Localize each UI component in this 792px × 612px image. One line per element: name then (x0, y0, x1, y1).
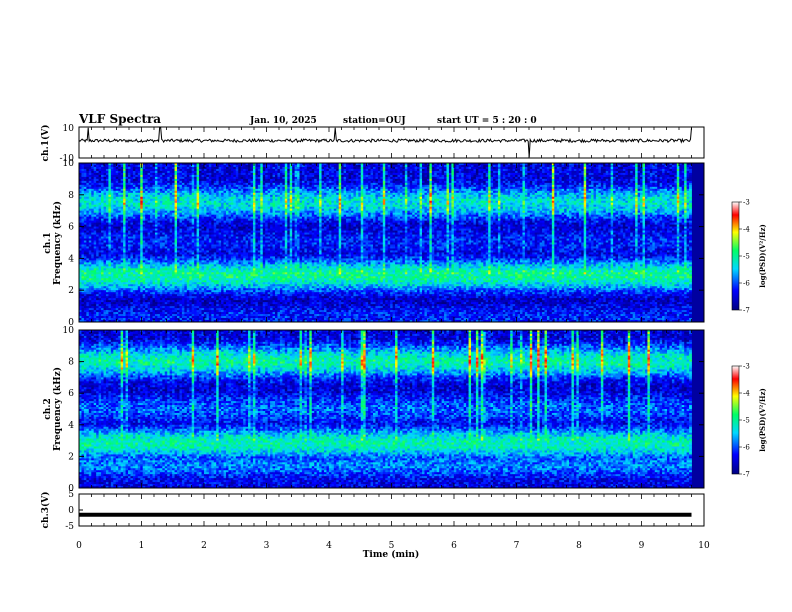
xtick-label: 4 (326, 541, 332, 551)
ch2-spectrogram-image (79, 330, 692, 489)
ch3-trace-panel: 5 0 -5 ch.3(V) (40, 490, 705, 532)
ch1-ytick-bottom: -10 (60, 154, 75, 164)
xtick-label: 1 (139, 541, 145, 551)
figure-title: VLF Spectra (78, 112, 161, 126)
xtick-label: 9 (639, 541, 645, 551)
ytick-label: 6 (68, 223, 74, 233)
ch1-ytick-top: 10 (63, 124, 75, 134)
xtick-label: 3 (264, 541, 270, 551)
ch1-colorbar-label: log(PSD)(V²/Hz) (758, 224, 767, 288)
ytick-label: 10 (63, 159, 75, 169)
x-axis-ticks (78, 127, 705, 526)
colorbar-tick-label: -4 (743, 390, 750, 398)
ch1-spectrogram-image (79, 163, 692, 323)
ch2-colorbar-ticks: -3 -4 -5 -6 -7 (739, 363, 750, 479)
ytick-label: 2 (68, 286, 74, 296)
xtick-label: 6 (451, 541, 457, 551)
ch1-waveform-ylabel: ch.1(V) (40, 125, 51, 162)
ytick-label: 4 (68, 421, 74, 431)
ch2-spectrogram-ylabel-freq: Frequency (kHz) (52, 367, 63, 451)
xtick-label: 2 (201, 541, 207, 551)
ch2-colorbar: -3 -4 -5 -6 -7 log(PSD)(V²/Hz) (731, 363, 767, 479)
xtick-label: 7 (514, 541, 520, 551)
ch1-waveform-frame (78, 126, 705, 159)
ch1-spectrogram-ylabel-freq: Frequency (kHz) (52, 201, 63, 285)
ch2-spectrogram-panel: 0 2 4 6 8 10 ch.2 Frequency (kHz) (43, 326, 705, 494)
station-label: station=OUJ (343, 116, 406, 126)
ytick-label: 10 (63, 326, 75, 336)
ch1-spectrogram-yticks: 0 2 4 6 8 10 (63, 159, 704, 328)
ch1-waveform-panel: 10 -10 ch.1(V) (40, 124, 705, 164)
x-axis-label: Time (min) (363, 549, 420, 560)
ytick-label: 2 (68, 452, 74, 462)
ch1-spectrogram-panel: 0 2 4 6 8 10 ch.1 Frequency (kHz) (43, 159, 705, 328)
ch1-colorbar: -3 -4 -5 -6 -7 log(PSD)(V²/Hz) (731, 199, 767, 315)
ytick-label: 8 (68, 191, 74, 201)
colorbar-tick-label: -3 (743, 363, 750, 371)
ytick-label: 0 (68, 484, 74, 494)
ch1-colorbar-bar (731, 201, 740, 311)
ytick-label: 4 (68, 254, 74, 264)
ch2-colorbar-label: log(PSD)(V²/Hz) (758, 388, 767, 452)
ytick-label: 8 (68, 358, 74, 368)
colorbar-tick-label: -6 (743, 444, 750, 452)
ytick-label: 0 (68, 318, 74, 328)
ytick-label: -5 (65, 522, 74, 532)
ch3-trace-yticks: 5 0 -5 (65, 490, 83, 532)
xtick-label: 5 (389, 541, 395, 551)
colorbar-tick-label: -3 (743, 199, 750, 207)
xtick-label: 0 (76, 541, 82, 551)
colorbar-tick-label: -7 (743, 307, 750, 315)
xtick-label: 8 (576, 541, 582, 551)
colorbar-tick-label: -5 (743, 253, 750, 261)
date-label: Jan. 10, 2025 (249, 116, 317, 126)
ch2-spectrogram-ylabel-channel: ch.2 (43, 398, 53, 419)
colorbar-tick-label: -5 (743, 417, 750, 425)
ytick-label: 6 (68, 389, 74, 399)
x-axis-tick-labels: 0 1 2 3 4 5 6 7 8 9 10 (76, 541, 710, 551)
colorbar-tick-label: -4 (743, 226, 750, 234)
colorbar-tick-label: -7 (743, 471, 750, 479)
ch3-trace-ylabel: ch.3(V) (40, 492, 51, 529)
xtick-label: 10 (698, 541, 710, 551)
ch2-colorbar-bar (731, 365, 740, 475)
ch1-spectrogram-ylabel-channel: ch.1 (43, 232, 53, 253)
ytick-label: 0 (68, 506, 74, 516)
ytick-label: 5 (68, 490, 74, 500)
ch1-colorbar-ticks: -3 -4 -5 -6 -7 (739, 199, 750, 315)
start-time-label: start UT = 5 : 20 : 0 (437, 116, 537, 126)
ch1-waveform-line (78, 127, 692, 158)
colorbar-tick-label: -6 (743, 280, 750, 288)
ch2-spectrogram-yticks: 0 2 4 6 8 10 (63, 326, 704, 494)
